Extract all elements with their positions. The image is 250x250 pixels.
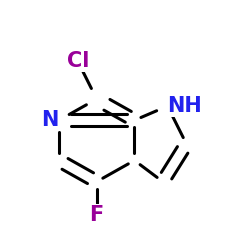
Text: Cl: Cl bbox=[66, 51, 89, 71]
Text: NH: NH bbox=[168, 96, 202, 116]
Text: F: F bbox=[90, 205, 104, 225]
Text: N: N bbox=[42, 110, 59, 130]
